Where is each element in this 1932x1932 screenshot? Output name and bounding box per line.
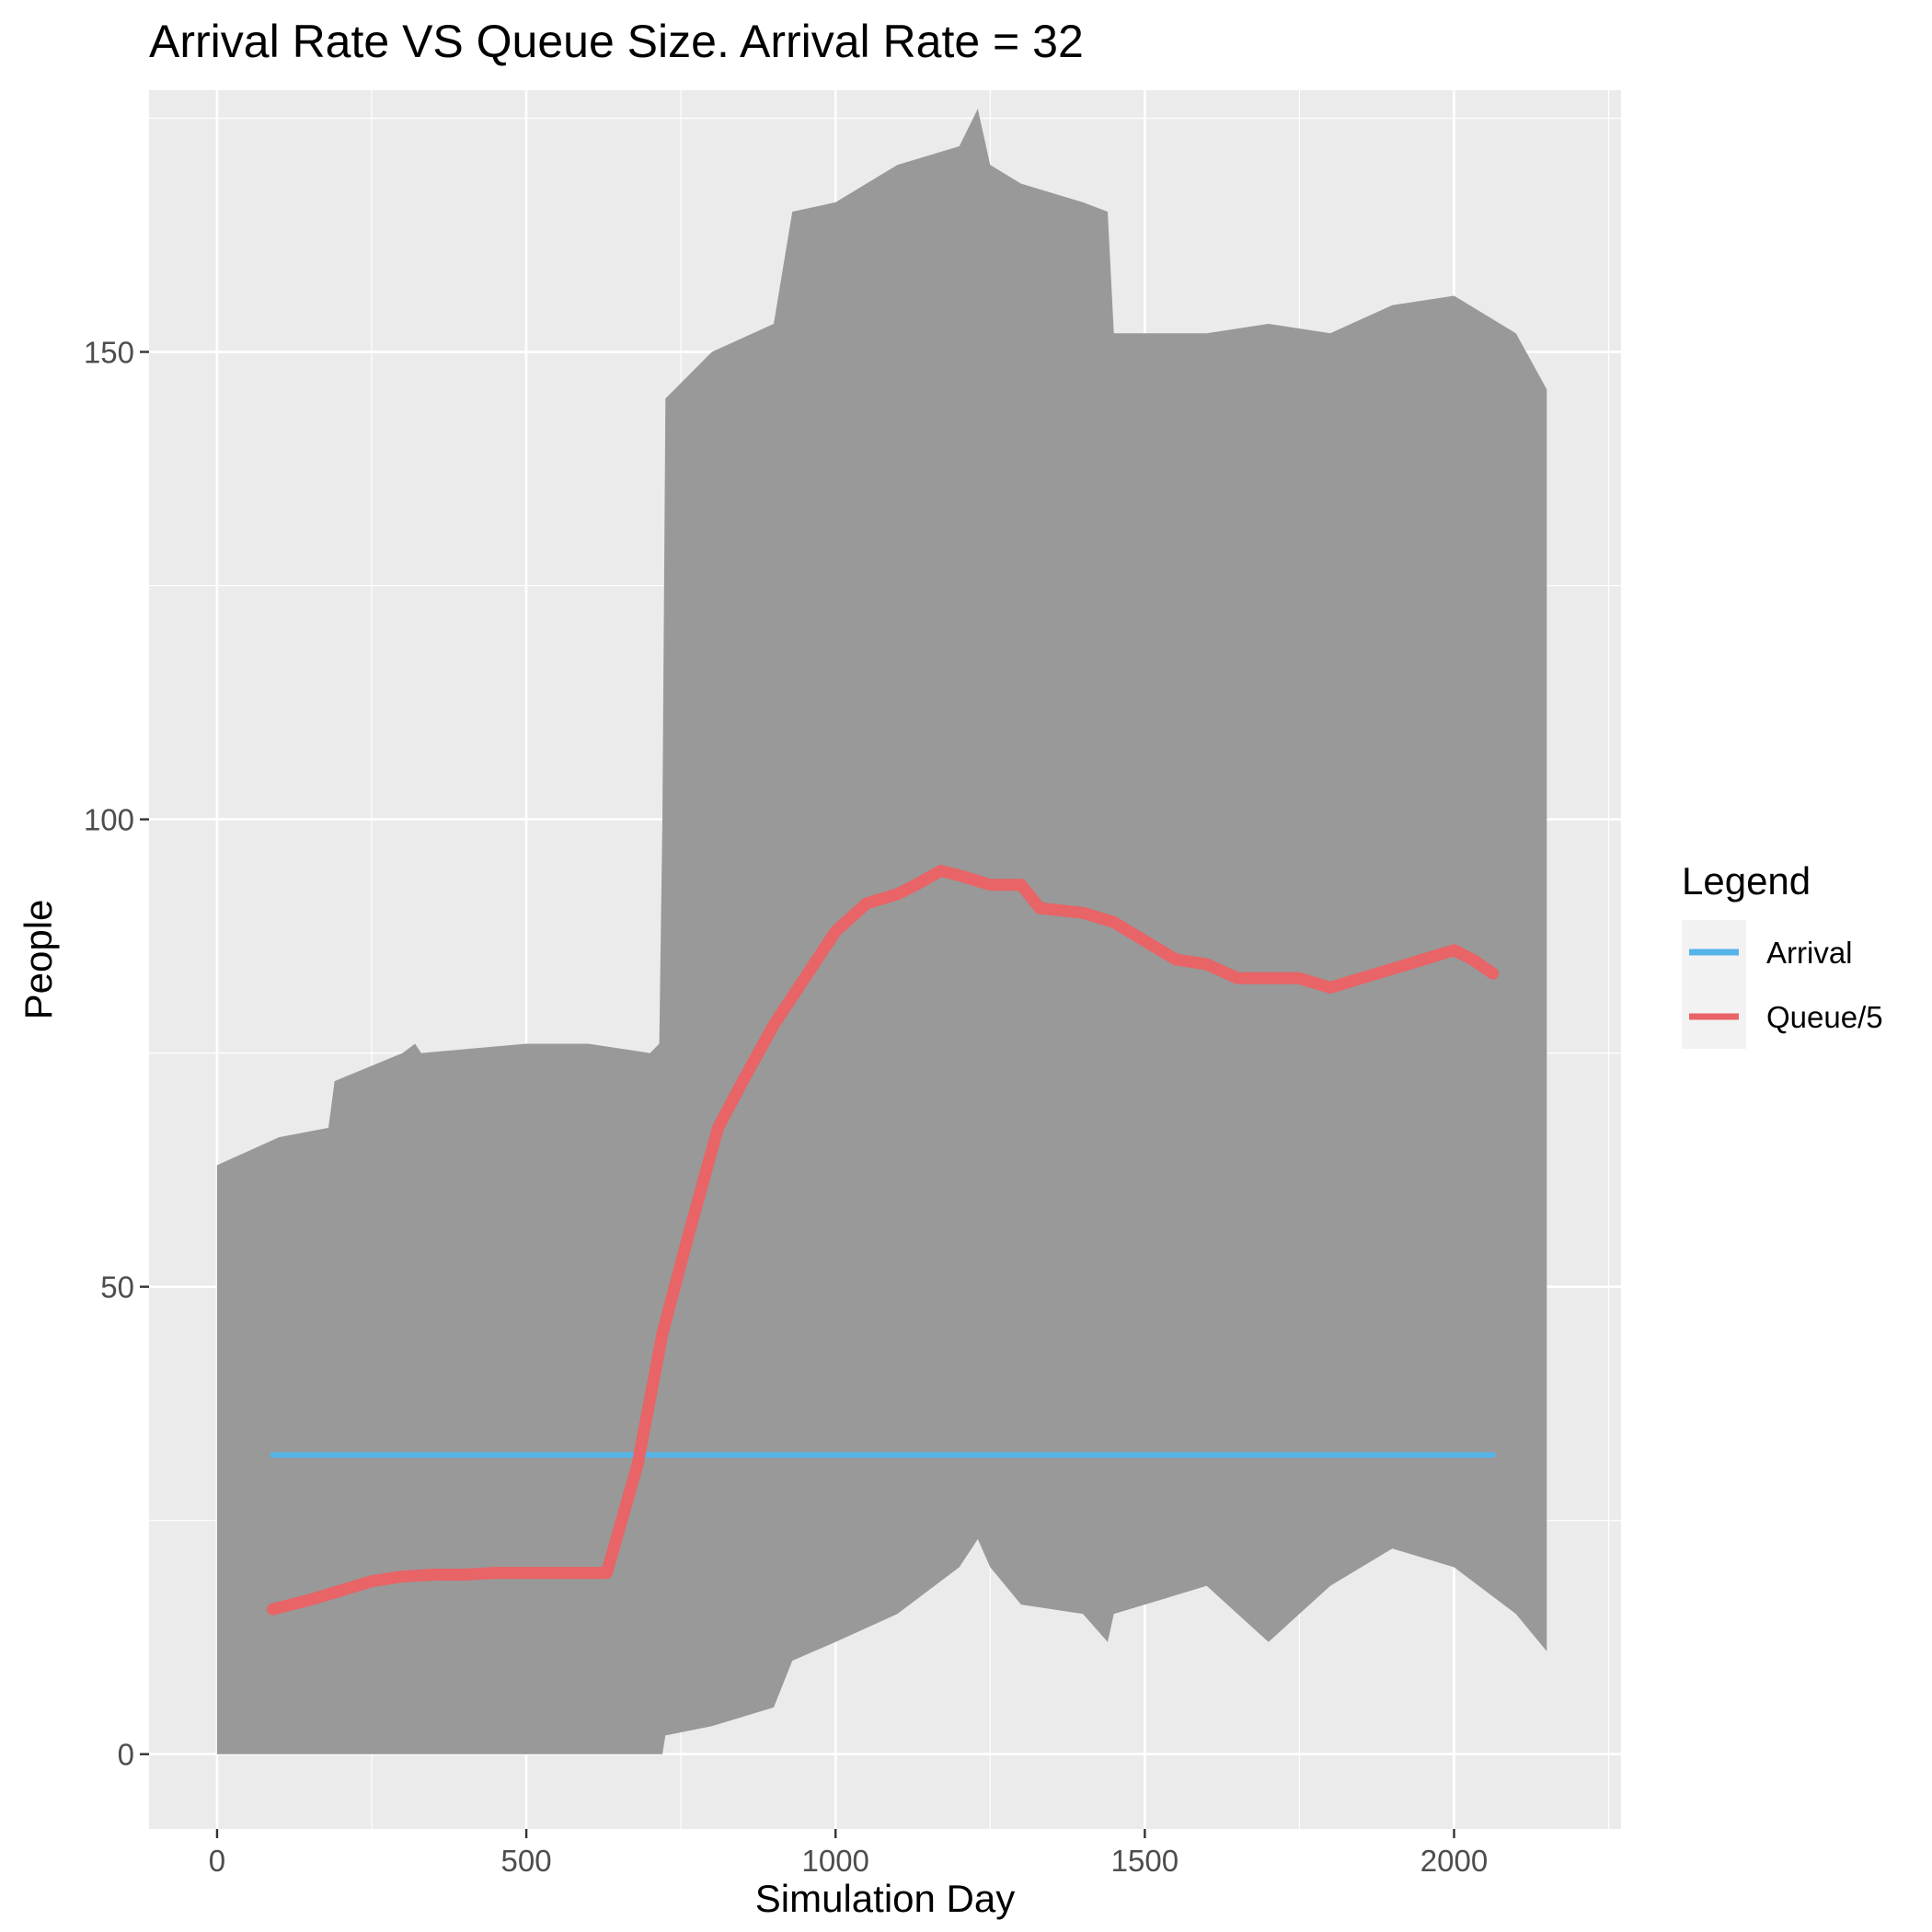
y-tick-label: 0 — [118, 1738, 134, 1772]
x-tick-label: 1500 — [1111, 1844, 1179, 1878]
y-tick-label: 50 — [100, 1271, 134, 1305]
legend-label-queue: Queue/5 — [1766, 1000, 1883, 1034]
range-band — [216, 109, 1547, 1754]
data-series — [267, 865, 1500, 1616]
legend: Legend Arrival Queue/5 — [1682, 859, 1883, 1049]
x-axis-title: Simulation Day — [755, 1877, 1015, 1920]
legend-title: Legend — [1682, 859, 1811, 903]
x-tick-label: 500 — [501, 1844, 552, 1878]
y-tick-label: 100 — [84, 803, 134, 837]
x-tick-label: 0 — [209, 1844, 225, 1878]
chart-title: Arrival Rate VS Queue Size. Arrival Rate… — [149, 16, 1084, 67]
legend-label-arrival: Arrival — [1766, 936, 1853, 970]
y-axis-title: People — [17, 900, 60, 1020]
x-tick-label: 1000 — [802, 1844, 869, 1878]
series-line-queue-5 — [267, 865, 1500, 1616]
legend-key-background — [1682, 920, 1746, 1049]
x-tick-label: 2000 — [1420, 1844, 1488, 1878]
range-band-area — [216, 109, 1547, 1754]
axes: 0 500 1000 1500 2000 0 50 100 150 — [84, 336, 1488, 1878]
y-tick-label: 150 — [84, 336, 134, 370]
